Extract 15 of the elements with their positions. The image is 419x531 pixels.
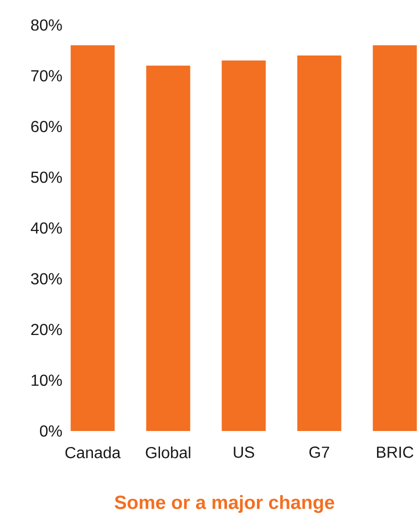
x-tick-label: BRIC (377, 446, 414, 458)
x-tick-label: Global (146, 446, 190, 458)
y-tick-label: 10% (32, 374, 62, 386)
y-tick-label: 30% (31, 273, 62, 284)
y-tick-label: 40% (30, 222, 62, 234)
y-tick-label: 20% (31, 324, 62, 336)
y-tick-label: 60% (31, 120, 62, 132)
x-tick-label: US (234, 446, 254, 458)
y-tick-label: 50% (31, 172, 62, 183)
x-axis-title: Some or a major change (114, 495, 334, 513)
x-tick-label: G7 (309, 446, 330, 458)
x-tick-label: Canada (65, 446, 121, 458)
y-tick-label: 80% (31, 19, 62, 31)
y-tick-label: 70% (31, 70, 62, 82)
y-tick-label: 0% (40, 425, 62, 437)
